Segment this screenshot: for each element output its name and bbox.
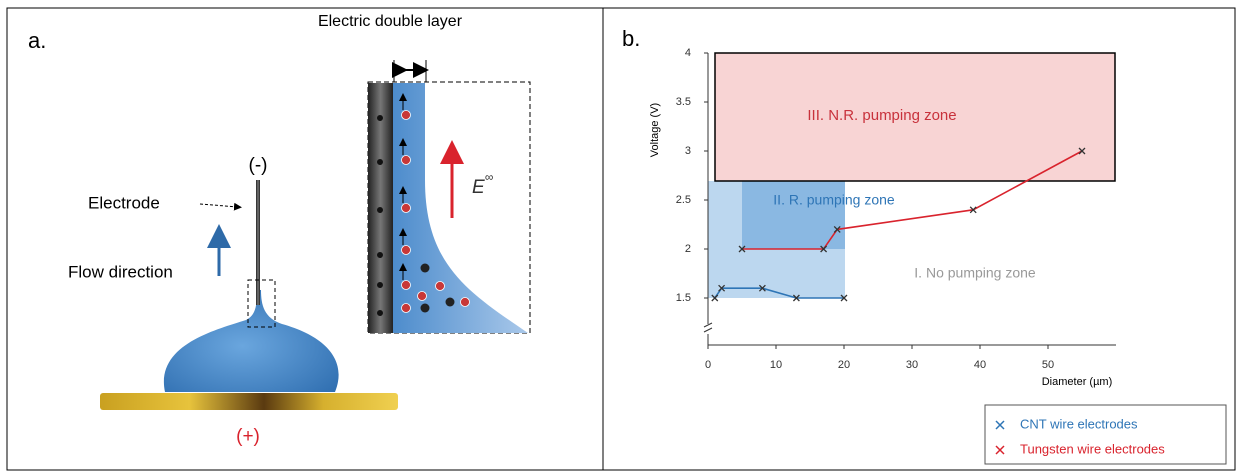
panel-label: a. xyxy=(28,28,46,53)
droplet xyxy=(163,290,339,392)
x-axis-label: Diameter (µm) xyxy=(1042,376,1113,388)
point xyxy=(758,284,766,292)
flux-region xyxy=(393,83,528,333)
cathode-label: (-) xyxy=(249,155,268,176)
field-symbol: E xyxy=(472,177,485,198)
y-tick-label: 1.5 xyxy=(676,292,691,304)
zoom-box xyxy=(247,279,276,328)
pointer xyxy=(199,202,242,211)
point xyxy=(840,294,848,302)
legend-label: Tungsten wire electrodes xyxy=(1020,441,1165,456)
anode-label: (+) xyxy=(236,426,260,447)
wall-charges xyxy=(377,115,383,316)
y-tick-label: 3.5 xyxy=(676,96,691,108)
x-tick-label: 30 xyxy=(906,359,918,371)
y-tick-label: 4 xyxy=(685,47,691,59)
co-ions xyxy=(420,263,455,313)
zone-label: II. R. pumping zone xyxy=(773,192,895,208)
electrode-label: Electrode xyxy=(88,193,160,212)
field-sup: ∞ xyxy=(485,170,494,184)
legend-marker xyxy=(995,420,1005,430)
x-tick-label: 0 xyxy=(705,359,711,371)
electrode-wire xyxy=(256,180,260,305)
x-tick-label: 10 xyxy=(770,359,782,371)
legend xyxy=(984,404,1227,465)
diagram: a. (-) Electrode Flow direction (+) Elec… xyxy=(28,13,531,447)
panel-label: b. xyxy=(622,26,640,51)
x-tick-label: 40 xyxy=(974,359,986,371)
field-label: E∞ xyxy=(472,170,494,198)
legend-label: CNT wire electrodes xyxy=(1020,416,1138,431)
zone-label: III. N.R. pumping zone xyxy=(807,107,956,124)
point xyxy=(738,245,746,253)
y-tick-label: 2 xyxy=(685,243,691,255)
zone-nr-region xyxy=(714,52,1116,182)
point xyxy=(969,206,977,214)
y-axis-label: Voltage (V) xyxy=(649,103,661,157)
point xyxy=(792,294,800,302)
zone-label: I. No pumping zone xyxy=(914,265,1036,281)
point xyxy=(718,284,726,292)
axis-break xyxy=(703,322,713,333)
x-tick-label: 50 xyxy=(1042,359,1054,371)
point xyxy=(1078,147,1086,155)
panel-b-frame xyxy=(602,7,1236,471)
counter-ions xyxy=(401,110,470,313)
y-tick-label: 3 xyxy=(685,145,691,157)
edl-label: Electric double layer xyxy=(318,13,463,30)
flow-label: Flow direction xyxy=(68,262,173,281)
x-tick-label: 20 xyxy=(838,359,850,371)
point xyxy=(711,294,719,302)
zone-r-region xyxy=(742,181,845,249)
substrate xyxy=(100,393,398,410)
legend-marker xyxy=(995,445,1005,455)
point xyxy=(833,225,841,233)
point xyxy=(820,245,828,253)
y-tick-label: 2.5 xyxy=(676,194,691,206)
